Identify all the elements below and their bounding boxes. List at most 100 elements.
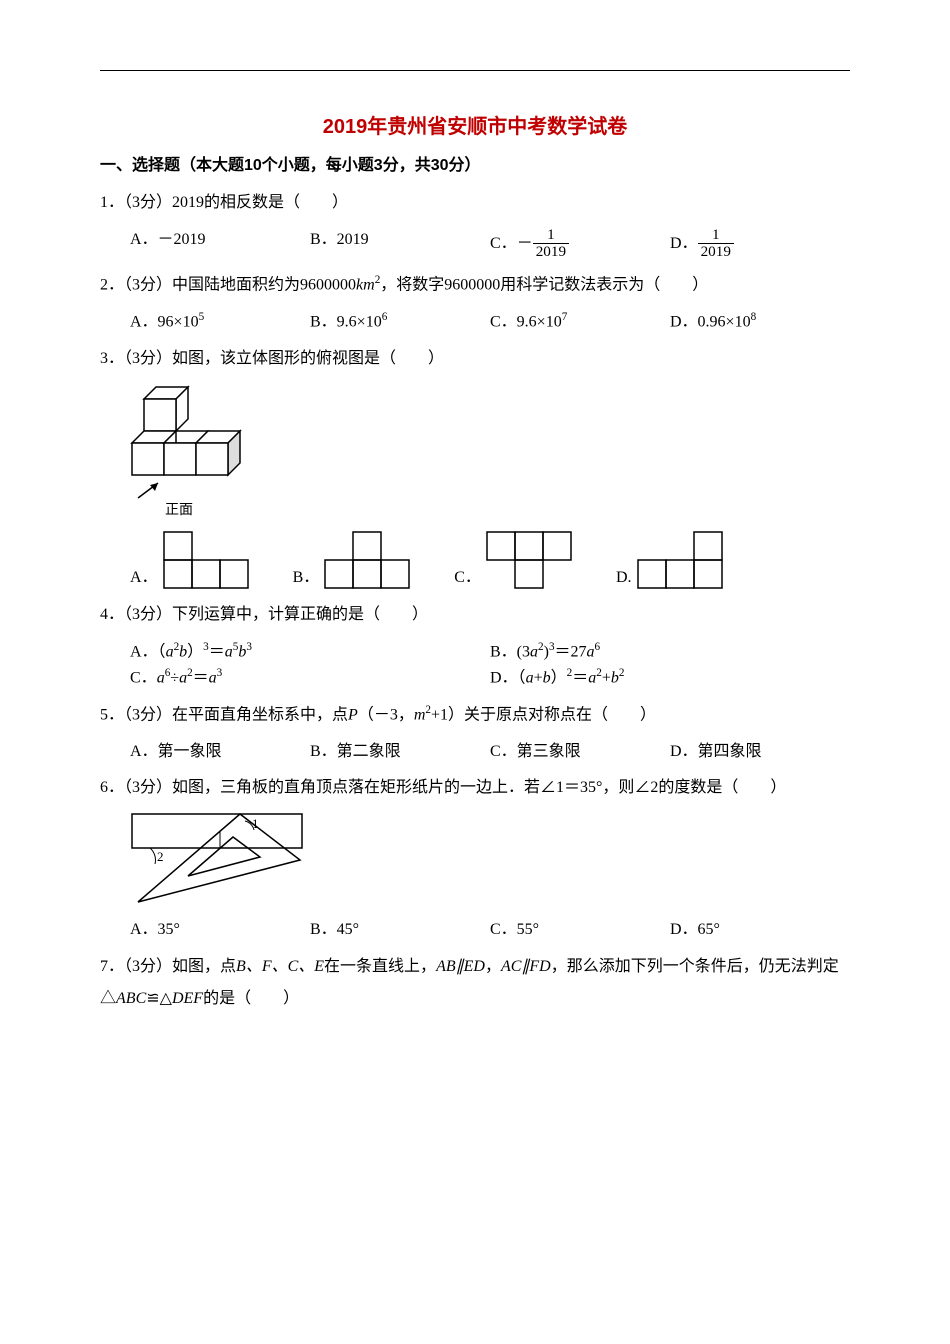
frac-den: 2019 bbox=[533, 244, 569, 261]
opt-pre: D．0.96×10 bbox=[670, 314, 751, 331]
q1-c-frac: 12019 bbox=[533, 227, 569, 261]
q4-text: 下列运算中，计算正确的是（ ） bbox=[172, 606, 428, 623]
v: b bbox=[611, 669, 619, 686]
q4-optC: C．a6÷a2＝a3 bbox=[130, 665, 490, 691]
q1-optC: C．－12019 bbox=[490, 227, 670, 261]
question-7: 7．（3分）如图，点B、F、C、E在一条直线上，AB∥ED，AC∥FD，那么添加… bbox=[100, 951, 850, 1015]
q3-pts: （3分） bbox=[124, 350, 172, 367]
q6-optB: B．45° bbox=[310, 917, 490, 943]
q5-optA: A．第一象限 bbox=[130, 739, 310, 765]
triangle-board-icon: 1 2 bbox=[130, 812, 310, 907]
q2-text2: ，将数字9600000用科学记数法表示为（ ） bbox=[380, 276, 708, 293]
q7-v3: AC∥FD bbox=[501, 958, 551, 975]
v: a bbox=[179, 669, 187, 686]
q6-options: A．35° B．45° C．55° D．65° bbox=[100, 917, 850, 943]
q5-t3: +1）关于原点对称点在（ ） bbox=[431, 706, 656, 723]
v: a bbox=[587, 643, 595, 660]
q3-num: 3． bbox=[100, 350, 124, 367]
p: ） bbox=[551, 669, 567, 686]
question-3: 3．（3分）如图，该立体图形的俯视图是（ ） bbox=[100, 343, 850, 375]
q1-text: 2019的相反数是（ ） bbox=[172, 194, 348, 211]
p: ＝ bbox=[209, 643, 225, 660]
q5-pts: （3分） bbox=[124, 706, 172, 723]
q2-text: 中国陆地面积约为9600000 bbox=[172, 276, 356, 293]
p: D．（ bbox=[490, 669, 526, 686]
q4-options: A．（a2b）3＝a5b3 B．(3a2)3＝27a6 C．a6÷a2＝a3 D… bbox=[100, 639, 850, 691]
q2-unit: km bbox=[356, 276, 375, 293]
q3-b-icon bbox=[324, 531, 414, 591]
q5-P: P bbox=[348, 706, 358, 723]
q6-optC: C．55° bbox=[490, 917, 670, 943]
q1-optB: B．2019 bbox=[310, 227, 490, 261]
angle-1-label: 1 bbox=[252, 816, 259, 831]
exam-title: 2019年贵州省安顺市中考数学试卷 bbox=[100, 111, 850, 143]
p: B．(3 bbox=[490, 643, 530, 660]
question-4: 4．（3分）下列运算中，计算正确的是（ ） bbox=[100, 599, 850, 631]
v: a bbox=[225, 643, 233, 660]
q3-front-label: 正面 bbox=[165, 500, 850, 522]
v: b bbox=[179, 643, 187, 660]
q1-c-prefix: C． bbox=[490, 234, 517, 251]
q2-optC: C．9.6×107 bbox=[490, 309, 670, 335]
q2-pts: （3分） bbox=[124, 276, 172, 293]
header-rule bbox=[100, 70, 850, 71]
opt-label: D. bbox=[616, 565, 632, 591]
q1-c-sign: － bbox=[517, 234, 533, 251]
q7-v2: AB∥ED bbox=[436, 958, 485, 975]
q5-m: m bbox=[414, 706, 426, 723]
q1-d-prefix: D． bbox=[670, 234, 698, 251]
q2-options: A．96×105 B．9.6×106 C．9.6×107 D．0.96×108 bbox=[100, 309, 850, 335]
frac-num: 1 bbox=[698, 227, 734, 245]
q4-num: 4． bbox=[100, 606, 124, 623]
q1-optD: D．12019 bbox=[670, 227, 850, 261]
q3-a-icon bbox=[163, 531, 253, 591]
q5-options: A．第一象限 B．第二象限 C．第三象限 D．第四象限 bbox=[100, 739, 850, 765]
q7-pts: （3分） bbox=[124, 958, 172, 975]
q4-optA: A．（a2b）3＝a5b3 bbox=[130, 639, 490, 665]
q3-optD: D. bbox=[616, 531, 727, 591]
v: b bbox=[543, 669, 551, 686]
opt-sup: 6 bbox=[382, 311, 388, 323]
opt-label: A． bbox=[130, 565, 158, 591]
q3-optB: B． bbox=[293, 531, 415, 591]
q5-t2: （－3， bbox=[358, 706, 414, 723]
q5-optB: B．第二象限 bbox=[310, 739, 490, 765]
q3-c-icon bbox=[486, 531, 576, 591]
q7-t3: ， bbox=[485, 958, 501, 975]
q1-options: A．－2019 B．2019 C．－12019 D．12019 bbox=[100, 227, 850, 261]
q5-optD: D．第四象限 bbox=[670, 739, 850, 765]
opt-sup: 5 bbox=[199, 311, 205, 323]
p: + bbox=[602, 669, 611, 686]
q7-t5: ≌△ bbox=[146, 990, 172, 1007]
q7-t6: 的是（ ） bbox=[203, 990, 299, 1007]
opt-label: B． bbox=[293, 565, 320, 591]
angle-2-label: 2 bbox=[157, 849, 164, 864]
q6-optA: A．35° bbox=[130, 917, 310, 943]
q7-v5: DEF bbox=[172, 990, 203, 1007]
section-1-header: 一、选择题（本大题10个小题，每小题3分，共30分） bbox=[100, 153, 850, 179]
q5-num: 5． bbox=[100, 706, 124, 723]
question-1: 1．（3分）2019的相反数是（ ） bbox=[100, 187, 850, 219]
opt-pre: C．9.6×10 bbox=[490, 314, 562, 331]
q3-options: A． B． C． bbox=[100, 531, 850, 591]
p: A．（ bbox=[130, 643, 166, 660]
s: 2 bbox=[619, 667, 625, 679]
q4-optD: D．（a+b）2＝a2+b2 bbox=[490, 665, 850, 691]
p: C． bbox=[130, 669, 157, 686]
v: a bbox=[166, 643, 174, 660]
opt-label: C． bbox=[454, 565, 481, 591]
question-2: 2．（3分）中国陆地面积约为9600000km2，将数字9600000用科学记数… bbox=[100, 269, 850, 301]
opt-pre: B．9.6×10 bbox=[310, 314, 382, 331]
q2-num: 2． bbox=[100, 276, 124, 293]
q6-num: 6． bbox=[100, 779, 124, 796]
q6-figure: 1 2 bbox=[130, 812, 850, 907]
q7-t1: 如图，点 bbox=[172, 958, 236, 975]
q7-t2: 在一条直线上， bbox=[324, 958, 436, 975]
q5-t1: 在平面直角坐标系中，点 bbox=[172, 706, 348, 723]
frac-num: 1 bbox=[533, 227, 569, 245]
question-5: 5．（3分）在平面直角坐标系中，点P（－3，m2+1）关于原点对称点在（ ） bbox=[100, 699, 850, 731]
frac-den: 2019 bbox=[698, 244, 734, 261]
q4-pts: （3分） bbox=[124, 606, 172, 623]
p: ） bbox=[187, 643, 203, 660]
v: a bbox=[209, 669, 217, 686]
